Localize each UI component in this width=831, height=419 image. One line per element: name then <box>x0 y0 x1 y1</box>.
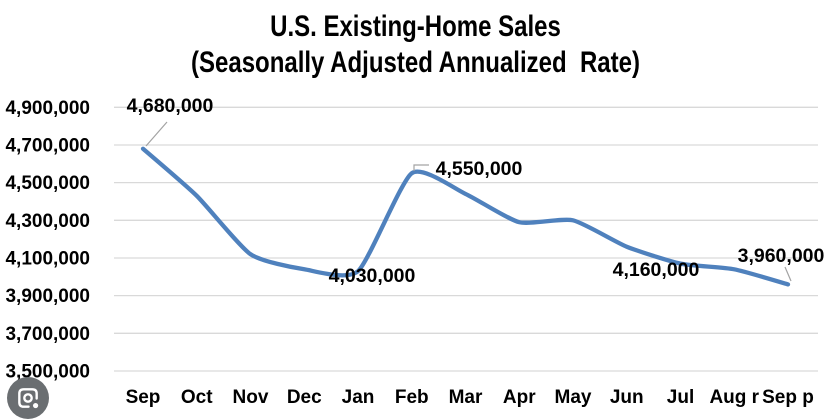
x-axis-tick-label: Mar <box>449 387 483 408</box>
x-axis-tick-label: Aug r <box>709 387 759 408</box>
x-axis-tick-label: Dec <box>287 387 322 408</box>
y-axis-tick-label: 3,900,000 <box>5 286 90 307</box>
chart-title-line2: (Seasonally Adjusted Annualized Rate) <box>191 46 640 79</box>
chart-title-line1: U.S. Existing-Home Sales <box>270 10 561 43</box>
sales-data-line <box>140 146 791 287</box>
google-lens-button[interactable] <box>7 377 49 419</box>
data-point-label: 4,680,000 <box>127 95 214 117</box>
x-axis-tick-label: Nov <box>233 387 269 408</box>
x-axis-tick-label: Jan <box>342 387 375 408</box>
data-point-label: 4,550,000 <box>436 158 523 180</box>
x-axis-tick-label: Feb <box>395 387 429 408</box>
y-axis-tick-label: 4,300,000 <box>5 211 90 232</box>
data-point-label: 4,030,000 <box>329 265 416 287</box>
y-axis-tick-label: 4,100,000 <box>5 248 90 269</box>
y-axis-tick-label: 3,700,000 <box>5 324 90 345</box>
y-axis-tick-label: 4,500,000 <box>5 173 90 194</box>
x-axis-tick-label: Jun <box>610 387 644 408</box>
annotation-leader-line <box>784 266 792 282</box>
chart-title: U.S. Existing-Home Sales (Seasonally Adj… <box>0 9 831 81</box>
data-point-label: 3,960,000 <box>738 245 825 267</box>
data-point-label: 4,160,000 <box>613 259 700 281</box>
google-lens-icon <box>18 388 39 409</box>
annotation-leader-line <box>145 121 168 147</box>
annotation-leader-line <box>413 164 429 171</box>
x-axis-tick-label: Sep p <box>762 387 814 408</box>
x-axis-tick-label: Sep <box>126 387 161 408</box>
y-axis-tick-label: 4,700,000 <box>5 135 90 156</box>
y-axis-tick-label: 4,900,000 <box>5 98 90 119</box>
x-axis-tick-label: Oct <box>181 387 213 408</box>
x-axis-tick-label: Jul <box>667 387 694 408</box>
x-axis-tick-label: Apr <box>503 387 536 408</box>
x-axis-tick-label: May <box>555 387 592 408</box>
